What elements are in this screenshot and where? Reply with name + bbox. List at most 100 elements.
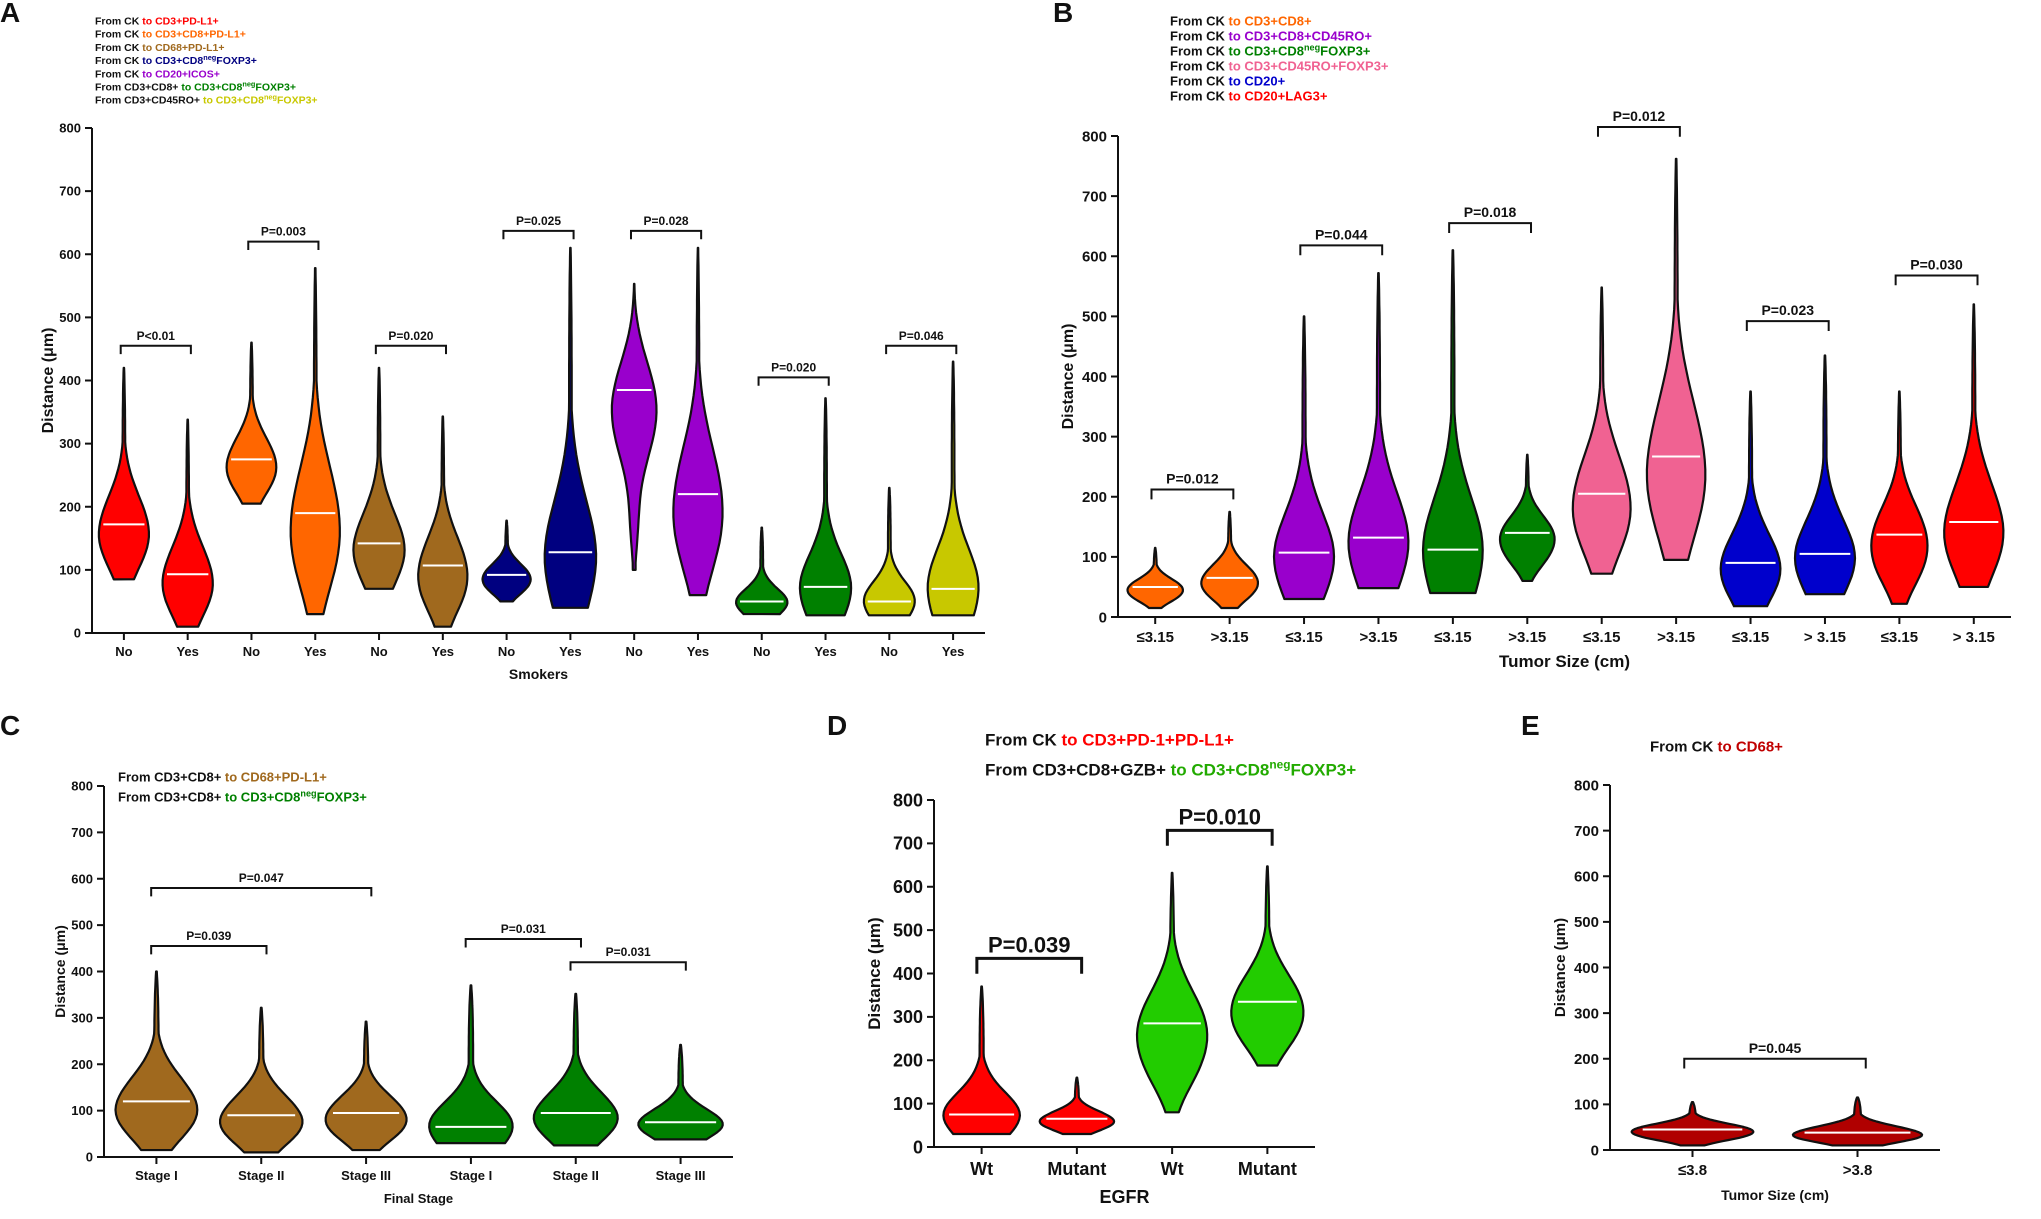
violin-0-0 (942, 985, 1021, 1136)
p-value-label: P=0.031 (606, 945, 651, 959)
legend-superscript: neg (1269, 757, 1290, 771)
y-tick-label: 500 (893, 920, 923, 940)
significance-bracket (150, 944, 268, 955)
p-value-label: P=0.020 (771, 360, 816, 374)
legend-text: to CD68+PD-L1+ (225, 770, 327, 785)
y-tick-label: 100 (1574, 1097, 1599, 1114)
y-tick-label: 700 (893, 834, 923, 854)
y-tick-label: 500 (71, 918, 93, 933)
legend-entry: From CK to CD3+PD-L1+ (95, 15, 219, 27)
significance-bracket (1745, 320, 1830, 331)
legend-text: to CD68+PD-L1+ (142, 42, 224, 54)
legend-text: From CK (95, 68, 142, 80)
x-tick-label: ≤3.15 (1136, 629, 1173, 646)
x-tick-label: Stage I (450, 1168, 493, 1183)
x-tick-label: No (370, 644, 387, 659)
violin-0-0 (97, 366, 150, 581)
y-tick-label: 200 (59, 499, 81, 514)
p-value-label: P=0.044 (1315, 226, 1368, 242)
p-value-label: P=0.003 (261, 225, 306, 239)
legend-text: FOXP3+ (255, 81, 296, 93)
x-tick-label: No (626, 644, 643, 659)
y-tick-label: 100 (71, 1103, 93, 1118)
legend-text: to CD3+CD8 (203, 95, 264, 107)
legend-text: From CK (1170, 14, 1229, 29)
y-tick-label: 600 (59, 247, 81, 262)
y-tick-label: 200 (1082, 489, 1107, 506)
legend-superscript: neg (1304, 43, 1320, 53)
x-tick-label: No (498, 644, 515, 659)
y-tick-label: 700 (71, 825, 93, 840)
violin-4-0 (1719, 390, 1782, 608)
x-tick-label: ≤3.15 (1583, 629, 1620, 646)
y-tick-label: 500 (59, 310, 81, 325)
significance-bracket (1165, 828, 1274, 846)
y-tick-label: 800 (59, 121, 81, 136)
legend: From CD3+CD8+ to CD68+PD-L1+From CD3+CD8… (118, 770, 367, 805)
legend-entry: From CK to CD3+CD8+CD45RO+ (1170, 29, 1372, 44)
x-tick-label: Stage II (238, 1168, 284, 1183)
x-tick-label: >3.15 (1211, 629, 1249, 646)
y-tick-label: 100 (1082, 549, 1107, 566)
x-tick-label: Yes (942, 644, 964, 659)
x-tick-label: Yes (432, 644, 454, 659)
legend-text: From CD3+CD45RO+ (95, 95, 203, 107)
y-tick-label: 0 (74, 626, 81, 641)
x-tick-label: Mutant (1047, 1159, 1106, 1179)
y-axis-label: Distance (μm) (40, 328, 57, 434)
panel-label: A (0, 0, 20, 28)
violin-4-1 (1793, 354, 1857, 596)
legend-entry: From CK to CD68+ (1650, 739, 1783, 756)
legend-text: From CK (95, 15, 142, 27)
violin-1-0 (428, 984, 514, 1145)
y-tick-label: 100 (893, 1094, 923, 1114)
x-tick-label: ≤3.8 (1678, 1162, 1707, 1179)
x-tick-label: Yes (559, 644, 581, 659)
violin-0-1 (1791, 1096, 1924, 1147)
violin-0-1 (219, 1006, 304, 1154)
significance-bracket (119, 344, 192, 355)
x-tick-label: Yes (814, 644, 836, 659)
legend: From CK to CD3+PD-1+PD-L1+ From CD3+CD8+G… (985, 730, 1356, 779)
violin-1-1 (289, 267, 341, 616)
legend-text: to CD20+ICOS+ (142, 68, 220, 80)
legend: From CK to CD3+PD-L1+From CK to CD3+CD8+… (95, 15, 318, 106)
significance-bracket (1448, 222, 1533, 233)
y-axis-label: Distance (μm) (865, 917, 884, 1029)
x-tick-label: Yes (304, 644, 326, 659)
significance-bracket (502, 229, 575, 240)
significance-bracket (1596, 125, 1681, 137)
panel-a: A From CK to CD3+PD-L1+From CK to CD3+CD8… (0, 0, 985, 682)
legend-text: From CD3+CD8+GZB+ (985, 760, 1171, 779)
y-tick-label: 400 (1574, 960, 1599, 977)
violin-3-0 (481, 519, 532, 603)
y-tick-label: 400 (893, 964, 923, 984)
violin-5-1 (1943, 303, 2005, 589)
legend-text: FOXP3+ (277, 95, 318, 107)
violin-3-1 (1645, 157, 1707, 561)
violin-1-0 (1272, 315, 1336, 601)
legend-entry: From CD3+CD8+GZB+ to CD3+CD8negFOXP3+ (985, 757, 1356, 779)
x-tick-label: ≤3.15 (1881, 629, 1918, 646)
panel-label: E (1521, 710, 1540, 741)
p-value-label: P=0.047 (239, 871, 284, 885)
legend-text: From CD3+CD8+ (118, 790, 225, 805)
y-tick-label: 0 (913, 1137, 923, 1157)
legend-entry: From CK to CD3+CD8negFOXP3+ (1170, 43, 1371, 59)
legend-text: From CK (95, 55, 142, 67)
x-tick-label: Mutant (1238, 1159, 1297, 1179)
legend-text: to CD3+PD-L1+ (142, 15, 218, 27)
p-value-label: P=0.020 (388, 329, 433, 343)
y-tick-label: 400 (59, 373, 81, 388)
y-tick-label: 800 (71, 779, 93, 794)
legend-text: to CD3+CD45RO+FOXP3+ (1229, 59, 1389, 74)
p-value-label: P=0.028 (644, 214, 689, 228)
panel-label: D (827, 710, 847, 741)
legend-text: to CD3+CD8+CD45RO+ (1229, 29, 1373, 44)
x-tick-label: Stage II (553, 1168, 599, 1183)
legend-text: From CD3+CD8+ (118, 770, 225, 785)
legend-text: to CD3+CD8 (225, 790, 301, 805)
p-value-label: P=0.023 (1761, 302, 1814, 318)
legend-text: From CD3+CD8+ (95, 81, 181, 93)
